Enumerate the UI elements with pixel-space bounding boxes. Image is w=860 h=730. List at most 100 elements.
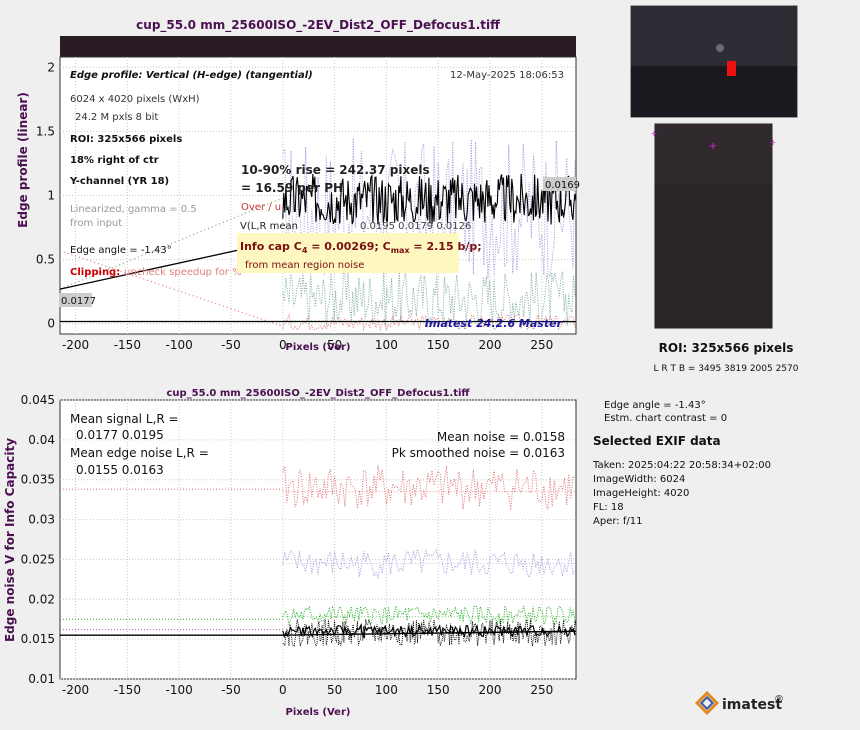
y-tick-label: 0.025 xyxy=(21,552,55,566)
x-tick-label: -100 xyxy=(166,683,193,697)
x-tick-label: -200 xyxy=(62,338,89,352)
edge-noise-plot: -200 -150 -100 -50 0 50 100 150 200 250 0.01 0.015 0… xyxy=(3,388,577,718)
imatest-watermark: Imatest 24.2.6 Master xyxy=(425,317,563,330)
fit-line-red xyxy=(59,250,283,327)
x-tick-label: 0 xyxy=(279,683,287,697)
series-mean-line xyxy=(60,630,577,636)
pk-smoothed-noise-text: Pk smoothed noise = 0.0163 xyxy=(392,446,565,460)
y-tick-label: 2 xyxy=(47,60,55,74)
thumbnail-sky xyxy=(631,6,797,66)
image-thumbnail xyxy=(630,5,798,118)
x-tick-label: 150 xyxy=(427,338,450,352)
position-text: 18% right of ctr xyxy=(70,155,159,166)
edge-profile-plot: -200 -150 -100 -50 0 50 100 150 200 25000.511.52 … xyxy=(16,18,580,353)
x-tick-label: 0 xyxy=(279,338,287,352)
trace-black xyxy=(282,173,577,225)
mean-noise-text: Mean noise = 0.0158 xyxy=(437,430,565,444)
roi-size-label: ROI: 325x566 pixels xyxy=(659,341,794,355)
trace-red xyxy=(282,313,576,332)
clipping-label: Clipping: xyxy=(70,267,120,278)
exif-title: Selected EXIF data xyxy=(593,434,721,448)
mean-signal-values: 0.0177 0.0195 xyxy=(76,428,164,442)
channel-text: Y-channel (YR 18) xyxy=(69,176,169,187)
y-tick-label: 0 xyxy=(47,317,55,331)
x-tick-label: -200 xyxy=(62,683,89,697)
y-tick-label: 1.5 xyxy=(36,124,55,138)
right-level-label: 0.0169 xyxy=(545,180,580,191)
imatest-logo: imatest ® xyxy=(694,690,784,716)
y-tick-label: 0.03 xyxy=(28,513,55,527)
y-tick-label: 0.04 xyxy=(28,433,55,447)
trace-black-dotted xyxy=(282,618,577,647)
y-tick-label: 1 xyxy=(47,189,55,203)
y-tick-label: 0.035 xyxy=(21,473,55,487)
clipping-text: uncheck speedup for % xyxy=(124,267,242,278)
left-level-label: 0.0177 xyxy=(61,296,96,307)
thumbnail-ground xyxy=(631,66,797,117)
y-tick-label: 0.015 xyxy=(21,632,55,646)
x-tick-label: 250 xyxy=(530,338,553,352)
edge-image-strip xyxy=(60,36,576,57)
roi-right-marker: + xyxy=(770,138,777,147)
x-tick-label: 150 xyxy=(427,683,450,697)
right-level-box xyxy=(543,177,576,191)
exif-aperture: Aper: f/11 xyxy=(593,516,642,527)
roi-text: ROI: 325x566 pixels xyxy=(70,134,182,145)
imatest-logo-icon xyxy=(694,690,720,716)
thumbnail-light xyxy=(716,44,724,52)
exif-focal-length: FL: 18 xyxy=(593,502,624,513)
info-capacity-text: Info cap C4 = 0.00269; Cmax = 2.15 b/p; xyxy=(240,240,482,255)
fit-line-green xyxy=(59,197,283,290)
mean-edge-noise-label: Mean edge noise L,R = xyxy=(70,446,209,460)
linearized-text: Linearized, gamma = 0.5 xyxy=(70,204,197,215)
plot-title: cup_55.0 mm_25600ISO_-2EV_Dist2_OFF_Defo… xyxy=(166,388,470,399)
imatest-logo-mark: ® xyxy=(774,694,784,705)
x-tick-label: -150 xyxy=(114,683,141,697)
roi-marker xyxy=(727,61,736,76)
exif-taken: Taken: 2025:04:22 20:58:34+02:00 xyxy=(592,460,771,471)
y-axis-label: Edge noise V for Info Capacity xyxy=(3,438,17,642)
x-tick-label: 50 xyxy=(327,683,342,697)
from-input-text: from input xyxy=(70,218,122,229)
info-capacity-note: from mean region noise xyxy=(245,260,364,271)
datetime-text: 12-May-2025 18:06:53 xyxy=(450,70,564,81)
x-tick-label: -50 xyxy=(221,683,241,697)
chart-contrast-info: Estm. chart contrast = 0 xyxy=(604,413,727,424)
roi-left-marker: + xyxy=(651,129,658,138)
x-axis-label: Pixels (Ver) xyxy=(286,342,351,353)
size-text: 6024 x 4020 pixels (WxH) xyxy=(70,94,200,105)
imatest-logo-text: imatest xyxy=(722,697,782,713)
trace-blue xyxy=(282,547,576,580)
trace-blue xyxy=(282,138,576,279)
roi-crop-upper xyxy=(655,124,772,184)
heading-text: Edge profile: Vertical (H-edge) (tangent… xyxy=(70,70,313,81)
edge-angle-text: Edge angle = -1.43° xyxy=(70,245,172,256)
mean-signal-label: Mean signal L,R = xyxy=(70,412,179,426)
y-axis-label: Edge profile (linear) xyxy=(16,92,30,228)
x-axis-label: Pixels (Ver) xyxy=(286,707,351,718)
exif-image-width: ImageWidth: 6024 xyxy=(593,474,685,485)
edge-angle-info: Edge angle = -1.43° xyxy=(604,400,706,411)
mean-edge-noise-values: 0.0155 0.0163 xyxy=(76,463,164,477)
rise-text: 10-90% rise = 242.37 pixels xyxy=(241,163,430,177)
x-tick-label: 50 xyxy=(327,338,342,352)
trace-teal xyxy=(282,270,576,327)
roi-coords: L R T B = 3495 3819 2005 2570 xyxy=(654,364,799,374)
x-tick-label: -150 xyxy=(114,338,141,352)
x-tick-label: -100 xyxy=(166,338,193,352)
x-tick-label: 250 xyxy=(530,683,553,697)
x-tick-label: -50 xyxy=(221,338,241,352)
y-tick-label: 0.02 xyxy=(28,592,55,606)
exif-image-height: ImageHeight: 4020 xyxy=(593,488,689,499)
left-level-box xyxy=(59,293,92,307)
vlr-text: V(L,R mean xyxy=(240,221,298,232)
y-tick-label: 0.045 xyxy=(21,393,55,407)
roi-crop: + + + xyxy=(651,123,777,329)
vlr-values: 0.0195 0.0179 0.0126 xyxy=(360,221,471,232)
x-tick-label: 200 xyxy=(479,338,502,352)
rise-per-ph-text: = 16.59 per PH xyxy=(241,181,343,195)
mpxls-text: 24.2 M pxls 8 bit xyxy=(75,112,158,123)
y-tick-label: 0.5 xyxy=(36,253,55,267)
x-tick-label: 100 xyxy=(375,683,398,697)
